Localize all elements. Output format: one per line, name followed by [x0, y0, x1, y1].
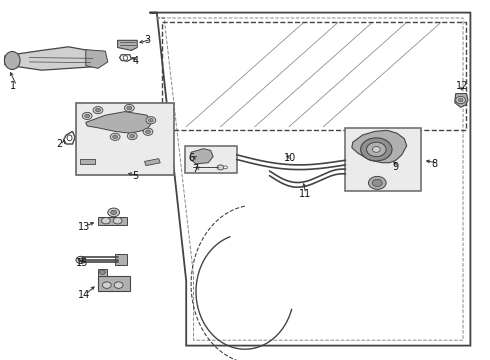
- Circle shape: [124, 104, 134, 112]
- Text: 15: 15: [76, 258, 88, 268]
- Bar: [98, 217, 127, 225]
- FancyBboxPatch shape: [345, 128, 421, 191]
- Polygon shape: [455, 94, 468, 107]
- Polygon shape: [86, 50, 108, 68]
- Polygon shape: [190, 149, 213, 164]
- Bar: [115, 254, 127, 265]
- Circle shape: [368, 176, 386, 189]
- Text: 7: 7: [193, 164, 199, 174]
- Circle shape: [101, 217, 110, 224]
- Text: 9: 9: [392, 162, 398, 172]
- FancyBboxPatch shape: [185, 146, 237, 173]
- Polygon shape: [352, 130, 407, 163]
- Text: 8: 8: [431, 159, 437, 169]
- Circle shape: [223, 166, 227, 169]
- Circle shape: [130, 134, 135, 138]
- Circle shape: [93, 107, 103, 114]
- Circle shape: [102, 282, 111, 288]
- Ellipse shape: [123, 56, 127, 60]
- Circle shape: [372, 179, 382, 186]
- Text: 3: 3: [145, 35, 151, 45]
- Text: 13: 13: [78, 222, 91, 232]
- Circle shape: [108, 208, 120, 217]
- Circle shape: [146, 130, 150, 134]
- Text: 14: 14: [78, 290, 91, 300]
- Circle shape: [148, 118, 153, 122]
- Circle shape: [114, 282, 123, 288]
- Circle shape: [110, 133, 120, 140]
- Circle shape: [143, 128, 153, 135]
- Polygon shape: [118, 40, 137, 50]
- Circle shape: [456, 96, 466, 104]
- Circle shape: [85, 114, 90, 118]
- Ellipse shape: [67, 135, 72, 141]
- Text: 1: 1: [10, 81, 16, 91]
- Circle shape: [361, 138, 392, 161]
- Circle shape: [127, 106, 132, 110]
- Circle shape: [99, 270, 105, 274]
- Text: 4: 4: [132, 56, 138, 66]
- Circle shape: [146, 117, 156, 124]
- Text: 12: 12: [456, 81, 468, 91]
- Bar: [80, 159, 95, 164]
- Bar: [145, 159, 160, 166]
- Polygon shape: [86, 112, 152, 133]
- Circle shape: [217, 165, 224, 170]
- Polygon shape: [5, 47, 103, 70]
- Circle shape: [111, 210, 117, 215]
- Text: 2: 2: [56, 139, 63, 149]
- Text: 6: 6: [189, 153, 195, 163]
- FancyBboxPatch shape: [76, 103, 174, 175]
- Circle shape: [76, 256, 86, 264]
- Circle shape: [113, 217, 122, 224]
- Circle shape: [82, 112, 92, 120]
- Text: 10: 10: [284, 153, 296, 163]
- Circle shape: [458, 98, 463, 102]
- Bar: [98, 269, 107, 276]
- Circle shape: [96, 108, 100, 112]
- Circle shape: [127, 132, 137, 140]
- Text: 11: 11: [299, 189, 311, 199]
- Ellipse shape: [4, 51, 20, 69]
- Circle shape: [113, 135, 118, 139]
- Bar: [98, 276, 130, 291]
- Text: 5: 5: [132, 171, 139, 181]
- Circle shape: [367, 142, 386, 157]
- Circle shape: [372, 147, 380, 152]
- Circle shape: [78, 258, 83, 262]
- Polygon shape: [149, 13, 470, 346]
